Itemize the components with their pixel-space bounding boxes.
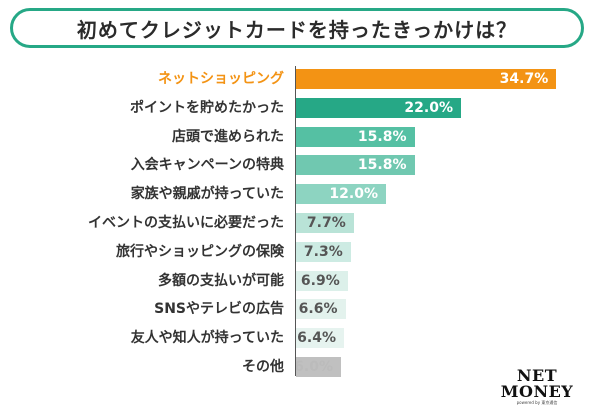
axis-line <box>295 66 296 376</box>
bar <box>296 357 341 377</box>
bar <box>296 270 348 291</box>
category-label: 店頭で進められた <box>172 128 284 145</box>
chart-title: 初めてクレジットカードを持ったきっかけは？ <box>76 17 518 42</box>
value-label: 7.7% <box>306 215 346 231</box>
value-label: 6.9% <box>300 272 340 289</box>
category-label: その他 <box>242 359 284 375</box>
bar <box>296 155 415 176</box>
bar <box>296 97 461 118</box>
value-label: 34.7% <box>499 71 549 87</box>
value-label: 7.3% <box>303 243 343 260</box>
category-label: SNSやテレビの広告 <box>154 301 284 318</box>
category-label: 家族や親戚が持っていた <box>130 186 284 203</box>
category-label: 友人や知人が持っていた <box>130 330 284 347</box>
bar <box>296 69 557 89</box>
logo-text: NET MONEY <box>500 366 574 401</box>
category-label: 旅行やショッピングの保険 <box>116 243 284 260</box>
netmoney-logo: NET MONEY powered by 東京通信 <box>482 368 592 406</box>
value-label: 6.6% <box>298 301 338 318</box>
bar <box>296 328 344 349</box>
bar <box>296 213 354 233</box>
value-label: 15.8% <box>357 128 407 145</box>
category-label: 入会キャンペーンの特典 <box>130 157 284 174</box>
category-label: イベントの支払いに必要だった <box>88 215 284 231</box>
chart-title-box: 初めてクレジットカードを持ったきっかけは？ <box>10 8 584 48</box>
bar <box>296 299 346 320</box>
category-label: 多額の支払いが可能 <box>158 272 284 289</box>
category-label: ネットショッピング <box>158 71 284 87</box>
value-label: 12.0% <box>329 186 378 203</box>
value-label: 22.0% <box>404 99 453 116</box>
value-label: 15.8% <box>357 157 407 174</box>
bar <box>296 126 415 147</box>
logo-tagline: powered by 東京通信 <box>516 400 558 405</box>
value-label: 6.0% <box>294 359 333 375</box>
bar <box>296 184 386 205</box>
category-label: ポイントを貯めたかった <box>130 99 284 116</box>
bar <box>296 241 351 262</box>
value-label: 6.4% <box>297 330 336 347</box>
